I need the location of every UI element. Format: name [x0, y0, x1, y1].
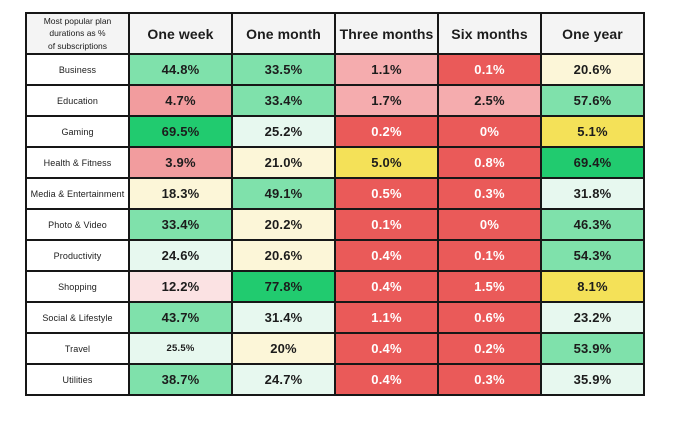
heatmap-cell: 46.3%	[540, 208, 645, 241]
row-label: Photo & Video	[25, 208, 130, 241]
column-header-six-months: Six months	[437, 12, 542, 55]
column-header-one-year: One year	[540, 12, 645, 55]
row-label: Business	[25, 53, 130, 86]
heatmap-cell: 0.2%	[334, 115, 439, 148]
heatmap-cell: 0.5%	[334, 177, 439, 210]
heatmap-cell: 31.8%	[540, 177, 645, 210]
heatmap-cell: 21.0%	[231, 146, 336, 179]
row-label: Utilities	[25, 363, 130, 396]
heatmap-cell: 0%	[437, 115, 542, 148]
heatmap-cell: 0.8%	[437, 146, 542, 179]
heatmap-cell: 57.6%	[540, 84, 645, 117]
table-row: Travel 25.5% 20% 0.4% 0.2% 53.9%	[25, 332, 645, 365]
row-label: Social & Lifestyle	[25, 301, 130, 334]
heatmap-cell: 25.2%	[231, 115, 336, 148]
row-label: Health & Fitness	[25, 146, 130, 179]
heatmap-cell: 1.5%	[437, 270, 542, 303]
column-header-one-week: One week	[128, 12, 233, 55]
heatmap-cell: 53.9%	[540, 332, 645, 365]
row-label: Travel	[25, 332, 130, 365]
heatmap-cell: 0.4%	[334, 270, 439, 303]
heatmap-cell: 20.2%	[231, 208, 336, 241]
table-row: Health & Fitness 3.9% 21.0% 5.0% 0.8% 69.4%	[25, 146, 645, 179]
table-row: Social & Lifestyle 43.7% 31.4% 1.1% 0.6% 23.2…	[25, 301, 645, 334]
heatmap-cell: 1.1%	[334, 301, 439, 334]
heatmap-cell: 4.7%	[128, 84, 233, 117]
heatmap-cell: 69.5%	[128, 115, 233, 148]
heatmap-cell: 33.4%	[128, 208, 233, 241]
heatmap-cell: 0.3%	[437, 177, 542, 210]
table-title-corner-cell: Most popular plan durations as % of subs…	[25, 12, 130, 55]
table-row: Utilities 38.7% 24.7% 0.4% 0.3% 35.9%	[25, 363, 645, 396]
table-row: Shopping 12.2% 77.8% 0.4% 1.5% 8.1%	[25, 270, 645, 303]
table-body: Business 44.8% 33.5% 1.1% 0.1% 20.6% Education…	[25, 53, 645, 396]
heatmap-cell: 3.9%	[128, 146, 233, 179]
heatmap-cell: 23.2%	[540, 301, 645, 334]
row-label: Education	[25, 84, 130, 117]
heatmap-cell: 0%	[437, 208, 542, 241]
table-header: Most popular plan durations as % of subs…	[25, 12, 645, 55]
heatmap-cell: 49.1%	[231, 177, 336, 210]
heatmap-cell: 77.8%	[231, 270, 336, 303]
heatmap-cell: 44.8%	[128, 53, 233, 86]
heatmap-cell: 0.4%	[334, 363, 439, 396]
row-label: Gaming	[25, 115, 130, 148]
row-label: Productivity	[25, 239, 130, 272]
heatmap-cell: 54.3%	[540, 239, 645, 272]
heatmap-cell: 0.2%	[437, 332, 542, 365]
heatmap-cell: 35.9%	[540, 363, 645, 396]
heatmap-table-container: Most popular plan durations as % of subs…	[25, 12, 645, 396]
heatmap-cell: 0.1%	[437, 239, 542, 272]
heatmap-cell: 18.3%	[128, 177, 233, 210]
plan-duration-heatmap-table: Most popular plan durations as % of subs…	[25, 12, 645, 396]
heatmap-cell: 25.5%	[128, 332, 233, 365]
table-row: Productivity 24.6% 20.6% 0.4% 0.1% 54.3%	[25, 239, 645, 272]
heatmap-cell: 0.1%	[334, 208, 439, 241]
heatmap-cell: 0.6%	[437, 301, 542, 334]
heatmap-cell: 12.2%	[128, 270, 233, 303]
heatmap-cell: 5.0%	[334, 146, 439, 179]
heatmap-cell: 33.4%	[231, 84, 336, 117]
heatmap-cell: 69.4%	[540, 146, 645, 179]
heatmap-cell: 0.4%	[334, 332, 439, 365]
heatmap-cell: 24.6%	[128, 239, 233, 272]
heatmap-cell: 33.5%	[231, 53, 336, 86]
table-row: Gaming 69.5% 25.2% 0.2% 0% 5.1%	[25, 115, 645, 148]
heatmap-cell: 1.1%	[334, 53, 439, 86]
heatmap-cell: 31.4%	[231, 301, 336, 334]
table-row: Media & Entertainment 18.3% 49.1% 0.5% 0.3% 3…	[25, 177, 645, 210]
table-row: Photo & Video 33.4% 20.2% 0.1% 0% 46.3%	[25, 208, 645, 241]
heatmap-cell: 5.1%	[540, 115, 645, 148]
heatmap-cell: 43.7%	[128, 301, 233, 334]
column-header-three-months: Three months	[334, 12, 439, 55]
heatmap-cell: 38.7%	[128, 363, 233, 396]
heatmap-cell: 20.6%	[540, 53, 645, 86]
heatmap-cell: 20%	[231, 332, 336, 365]
heatmap-cell: 1.7%	[334, 84, 439, 117]
heatmap-cell: 0.1%	[437, 53, 542, 86]
heatmap-cell: 20.6%	[231, 239, 336, 272]
table-row: Education 4.7% 33.4% 1.7% 2.5% 57.6%	[25, 84, 645, 117]
header-row: Most popular plan durations as % of subs…	[25, 12, 645, 55]
heatmap-cell: 24.7%	[231, 363, 336, 396]
heatmap-cell: 2.5%	[437, 84, 542, 117]
row-label: Media & Entertainment	[25, 177, 130, 210]
table-row: Business 44.8% 33.5% 1.1% 0.1% 20.6%	[25, 53, 645, 86]
heatmap-cell: 0.3%	[437, 363, 542, 396]
heatmap-cell: 0.4%	[334, 239, 439, 272]
heatmap-cell: 8.1%	[540, 270, 645, 303]
column-header-one-month: One month	[231, 12, 336, 55]
row-label: Shopping	[25, 270, 130, 303]
